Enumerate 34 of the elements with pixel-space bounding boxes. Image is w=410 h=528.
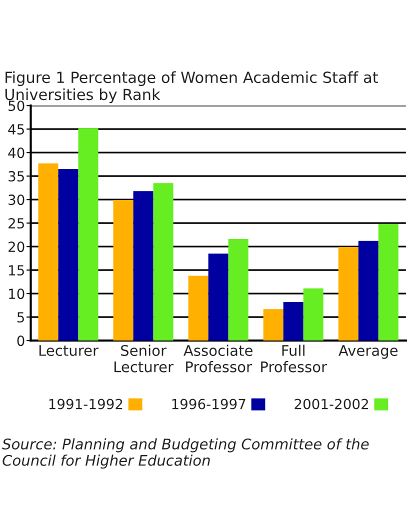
- bar: [263, 309, 284, 341]
- x-tick-label: Lecturer: [39, 345, 98, 356]
- y-tick-label: 20: [8, 242, 24, 252]
- y-tick-label: 35: [8, 171, 24, 182]
- bar: [378, 224, 398, 341]
- bar: [113, 200, 134, 341]
- x-tick-label: Average: [338, 345, 398, 359]
- bar: [338, 247, 358, 341]
- x-tick-label: Senior Lecturer: [114, 344, 174, 372]
- bar: [358, 240, 378, 341]
- bar: [58, 169, 78, 341]
- bar: [153, 183, 174, 341]
- bar: [303, 288, 324, 341]
- y-tick-label: 30: [8, 194, 24, 206]
- bar: [228, 239, 248, 341]
- y-tick-label: 15: [9, 265, 24, 276]
- bar: [283, 302, 304, 341]
- x-tick-label: Full Professor: [261, 344, 328, 372]
- bar: [78, 128, 98, 341]
- bar: [38, 163, 58, 341]
- bar: [188, 276, 208, 341]
- y-tick-label: 10: [9, 288, 24, 300]
- legend-label: 1996-1997: [172, 398, 246, 410]
- y-tick-label: 40: [8, 148, 24, 158]
- bar: [208, 254, 228, 341]
- source-note: Source: Planning and Budgeting Committee of the Council for Higher Education: [2, 438, 369, 469]
- y-tick-label: 0: [17, 336, 24, 346]
- x-tick-label: Associate Professor: [184, 344, 252, 372]
- y-tick-label: 5: [17, 312, 24, 323]
- y-tick-label: 25: [8, 218, 24, 229]
- y-tick-label: 45: [8, 124, 24, 135]
- bar: [133, 191, 154, 341]
- legend-label: 2001-2002: [294, 398, 368, 410]
- legend-label: 1991-1992: [49, 398, 122, 410]
